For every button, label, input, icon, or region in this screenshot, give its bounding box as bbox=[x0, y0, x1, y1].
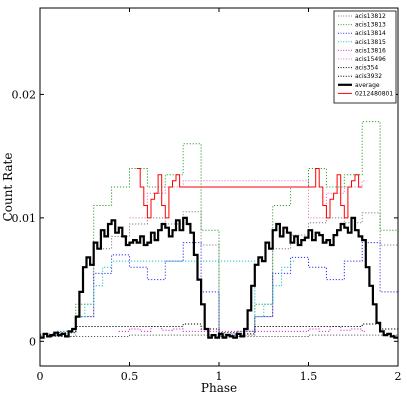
legend-label: average bbox=[355, 82, 380, 89]
y-axis-label: Count Rate bbox=[1, 153, 15, 222]
series-line-average bbox=[40, 216, 398, 339]
legend-label: acis13812 bbox=[355, 13, 386, 20]
legend-label: 0212480801 bbox=[355, 90, 393, 97]
legend-box bbox=[333, 10, 397, 104]
series-line-acis354 bbox=[40, 323, 399, 336]
y-tick-label: 0 bbox=[29, 335, 36, 348]
legend-label: acis13813 bbox=[355, 22, 386, 29]
legend-label: acis3932 bbox=[355, 73, 382, 80]
series-line-0212480801 bbox=[136, 168, 363, 219]
legend-label: acis354 bbox=[355, 65, 378, 72]
y-tick-label: 0.01 bbox=[12, 212, 37, 225]
x-axis-label: Phase bbox=[201, 381, 237, 395]
series-line-acis13816 bbox=[118, 326, 366, 332]
x-tick-label: 1 bbox=[216, 370, 223, 383]
series-layer bbox=[40, 121, 399, 339]
legend-label: acis13816 bbox=[355, 47, 386, 54]
ticks-layer: 0 0.5 1 1.5 2 0 0.01 0.02 bbox=[12, 8, 402, 383]
x-tick-label: 0 bbox=[37, 370, 44, 383]
y-tick-label: 0.02 bbox=[12, 88, 37, 101]
series-line-acis13813 bbox=[40, 121, 399, 336]
legend-label: acis13814 bbox=[355, 30, 386, 37]
x-tick-label: 1.5 bbox=[300, 370, 318, 383]
x-tick-label: 2 bbox=[395, 370, 402, 383]
legend: acis13812acis13813acis13814acis13815acis… bbox=[333, 10, 397, 104]
x-tick-label: 0.5 bbox=[121, 370, 139, 383]
legend-label: acis13815 bbox=[355, 39, 386, 46]
legend-label: acis15496 bbox=[355, 56, 386, 63]
